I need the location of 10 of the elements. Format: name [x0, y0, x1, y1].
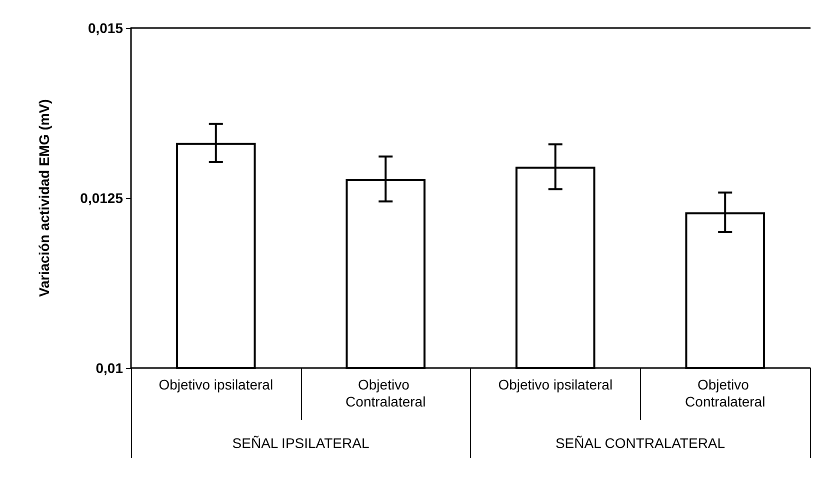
y-tick-label: 0,0125 [80, 190, 124, 206]
x-tick-label: Objetivo Contralateral [685, 376, 766, 410]
x-tick-label: Objetivo ipsilateral [158, 376, 274, 392]
x-tick-label: Objetivo ipsilateral [498, 376, 613, 392]
y-tick-label: 0,015 [88, 20, 124, 36]
text: SEÑAL IPSILATERAL [232, 435, 370, 451]
x-tick-label: Objetivo Contralateral [346, 376, 426, 410]
y-axis-title: Variación actividad EMG (mV) [36, 99, 52, 297]
y-tick-label: 0,01 [96, 360, 124, 376]
text: SEÑAL CONTRALATERAL [555, 435, 726, 451]
